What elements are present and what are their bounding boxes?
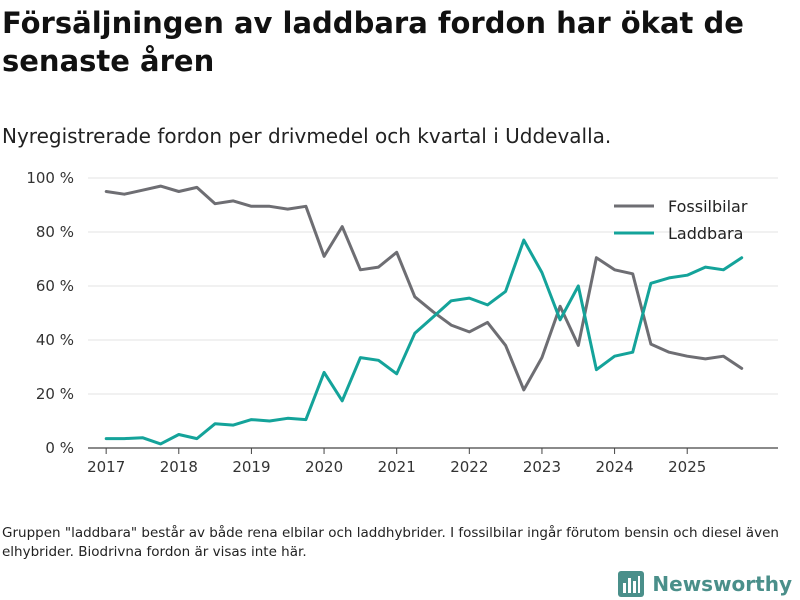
grid xyxy=(88,177,778,449)
brand-name: Newsworthy xyxy=(652,572,792,596)
y-tick-label: 0 % xyxy=(45,439,74,457)
x-tick-label: 2023 xyxy=(523,458,561,476)
series xyxy=(104,184,744,446)
x-tick-label: 2018 xyxy=(160,458,198,476)
newsworthy-logo: Newsworthy xyxy=(618,570,792,598)
y-tick-label: 80 % xyxy=(36,223,74,241)
x-axis: 2017 2018 2019 2020 2021 2022 2023 2024 2025 xyxy=(87,448,706,476)
x-tick-label: 2019 xyxy=(232,458,270,476)
line-chart: 0 % 20 % 40 % 60 % 80 % 100 % 2017 2018 2019 202… xyxy=(26,169,778,476)
x-tick-label: 2025 xyxy=(668,458,706,476)
bar-chart-logo-icon xyxy=(618,571,645,597)
y-tick-label: 60 % xyxy=(36,277,74,295)
x-tick-label: 2024 xyxy=(595,458,633,476)
legend: Fossilbilar Laddbara xyxy=(614,197,748,243)
legend-label-laddbara: Laddbara xyxy=(668,224,743,243)
x-tick-label: 2021 xyxy=(378,458,416,476)
series-line-fossilbilar xyxy=(104,184,744,392)
y-tick-label: 100 % xyxy=(26,169,74,187)
footnote: Gruppen "laddbara" består av både rena e… xyxy=(2,525,779,560)
chart-title: Försäljningen av laddbara fordon har öka… xyxy=(2,6,744,78)
y-axis: 0 % 20 % 40 % 60 % 80 % 100 % xyxy=(26,169,74,457)
y-tick-label: 40 % xyxy=(36,331,74,349)
series-line-laddbara xyxy=(104,238,744,446)
x-tick-label: 2017 xyxy=(87,458,125,476)
legend-label-fossilbilar: Fossilbilar xyxy=(668,197,748,216)
chart-subtitle: Nyregistrerade fordon per drivmedel och … xyxy=(2,124,612,148)
x-tick-label: 2022 xyxy=(450,458,488,476)
y-tick-label: 20 % xyxy=(36,385,74,403)
x-tick-label: 2020 xyxy=(305,458,343,476)
